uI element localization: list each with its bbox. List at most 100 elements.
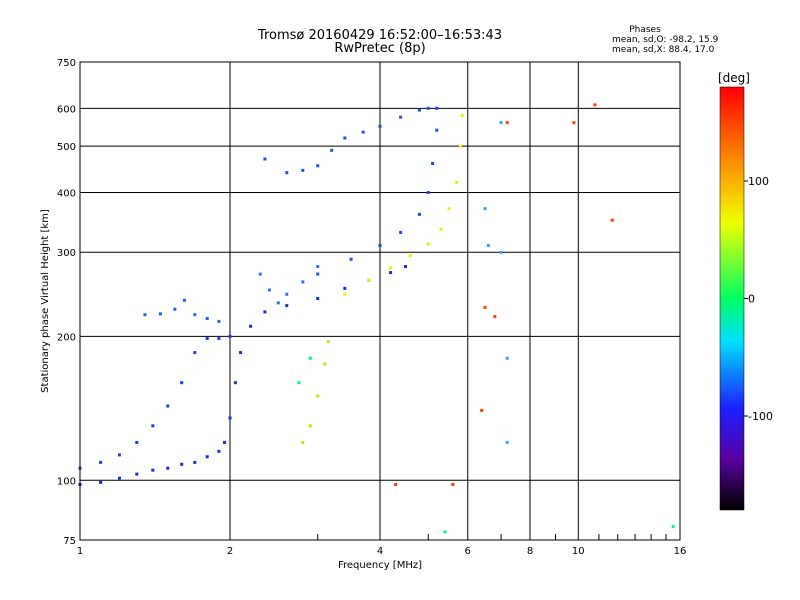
data-point: [458, 144, 462, 148]
x-axis-label: Frequency [MHz]: [338, 560, 422, 571]
data-point: [267, 288, 271, 292]
data-point: [151, 468, 155, 472]
data-point: [99, 460, 103, 464]
data-point: [285, 304, 289, 308]
data-point: [263, 157, 267, 161]
data-point: [499, 121, 503, 125]
data-point: [205, 316, 209, 320]
y-tick-label: 200: [57, 332, 76, 343]
data-point: [610, 218, 614, 222]
data-point: [426, 242, 430, 246]
data-point: [143, 313, 147, 317]
data-point: [460, 113, 464, 117]
data-point: [249, 324, 253, 328]
data-point: [135, 440, 139, 444]
phases-x-line: mean, sd,X: 88.4, 17.0: [612, 45, 715, 55]
grid-lines: [80, 62, 680, 540]
data-point: [447, 207, 451, 211]
data-point: [117, 453, 121, 457]
data-point: [389, 271, 393, 275]
data-point: [205, 336, 209, 340]
data-point: [285, 171, 289, 175]
data-point: [308, 424, 312, 428]
data-point: [349, 257, 353, 261]
data-point: [394, 482, 398, 486]
x-tick-label: 1: [77, 546, 83, 557]
data-point: [316, 164, 320, 168]
data-point: [326, 340, 330, 344]
data-point: [151, 424, 155, 428]
data-point: [417, 108, 421, 112]
y-tick-label: 75: [63, 536, 76, 547]
x-tick-label: 4: [377, 546, 383, 557]
data-point: [193, 351, 197, 355]
data-point: [499, 250, 503, 254]
data-point: [117, 476, 121, 480]
chart-title: Tromsø 20160429 16:52:00–16:53:43: [257, 28, 502, 43]
data-point: [435, 106, 439, 110]
data-point: [443, 530, 447, 534]
data-point: [671, 525, 675, 529]
data-point: [158, 312, 162, 316]
data-point: [361, 130, 365, 134]
data-point: [439, 227, 443, 231]
y-tick-labels: 75 100 200 300 400 500 600 750: [57, 58, 76, 547]
data-point: [166, 404, 170, 408]
data-point: [403, 265, 407, 269]
data-point: [505, 121, 509, 125]
x-tick-label: 10: [572, 546, 585, 557]
x-tick-label: 2: [227, 546, 233, 557]
data-point: [99, 480, 103, 484]
y-axis-label: Stationary phase Virtual Height [km]: [40, 209, 51, 393]
data-point: [330, 148, 334, 152]
y-tick-label: 750: [57, 58, 76, 69]
data-point: [233, 381, 237, 385]
data-point: [505, 440, 509, 444]
data-point: [426, 106, 430, 110]
data-point: [323, 362, 327, 366]
data-point: [223, 440, 227, 444]
data-point: [367, 278, 371, 282]
y-tick-label: 300: [57, 248, 76, 259]
data-point: [308, 356, 312, 360]
data-point: [297, 381, 301, 385]
data-point: [180, 381, 184, 385]
colorbar: [719, 86, 745, 511]
data-point: [205, 455, 209, 459]
data-point: [316, 297, 320, 301]
data-point: [451, 482, 455, 486]
colorbar-ticks: 100 0 -100: [744, 175, 773, 423]
data-point: [173, 307, 177, 311]
data-point: [378, 124, 382, 128]
data-point: [431, 161, 435, 165]
phases-heading: Phases: [629, 25, 661, 35]
data-point: [316, 394, 320, 398]
data-point: [493, 315, 497, 319]
data-point: [217, 319, 221, 323]
data-point: [483, 305, 487, 309]
x-tick-label: 8: [527, 546, 533, 557]
x-tick-label: 6: [465, 546, 471, 557]
data-point: [480, 408, 484, 412]
data-point: [228, 334, 232, 338]
data-point: [182, 298, 186, 302]
data-point: [239, 351, 243, 355]
data-point: [193, 313, 197, 317]
data-point: [228, 416, 232, 420]
data-points: [78, 103, 675, 534]
data-point: [408, 254, 412, 258]
data-point: [217, 449, 221, 453]
data-point: [389, 266, 393, 270]
data-point: [301, 440, 305, 444]
data-point: [316, 265, 320, 269]
x-tick-labels: 1 2 4 6 8 10 16: [77, 546, 687, 557]
data-point: [486, 243, 490, 247]
data-point: [301, 168, 305, 172]
y-tick-label: 400: [57, 188, 76, 199]
data-point: [435, 128, 439, 132]
plot-frame: [79, 61, 681, 541]
data-point: [301, 280, 305, 284]
chart-subtitle: RwPretec (8p): [334, 41, 425, 56]
colorbar-tick-label: -100: [748, 410, 773, 423]
